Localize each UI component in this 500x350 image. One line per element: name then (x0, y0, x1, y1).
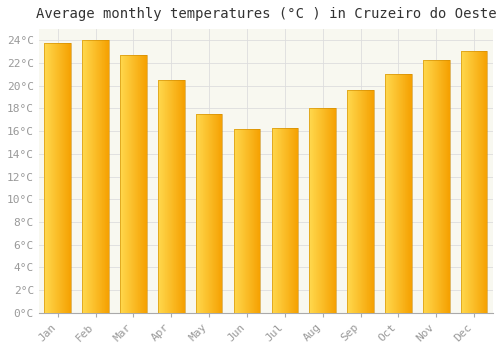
Bar (423, 60, 450, 313)
Bar (196, 114, 222, 313)
Bar (310, 108, 336, 313)
Bar (385, 75, 411, 313)
Bar (120, 55, 146, 313)
Bar (44, 43, 71, 313)
Title: Average monthly temperatures (°C ) in Cruzeiro do Oeste: Average monthly temperatures (°C ) in Cr… (36, 7, 496, 21)
Bar (234, 129, 260, 313)
Bar (348, 90, 374, 313)
Bar (82, 40, 109, 313)
Bar (272, 128, 298, 313)
Bar (461, 51, 487, 313)
Bar (158, 80, 184, 313)
